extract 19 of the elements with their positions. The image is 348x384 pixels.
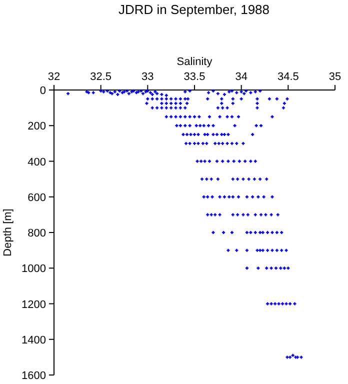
y-tick-label: 1400 [22, 334, 46, 346]
y-tick-label: 1000 [22, 263, 46, 276]
y-tick-label: 1600 [22, 370, 46, 382]
x-axis-title: Salinity [176, 56, 213, 68]
x-tick-label: 33 [142, 71, 154, 83]
x-tick-label: 33.5 [184, 71, 206, 83]
x-tick-label: 34.5 [277, 71, 299, 83]
x-tick-label: 32 [48, 71, 60, 83]
x-tick-label: 34 [235, 71, 248, 83]
y-tick-label: 800 [28, 228, 46, 240]
x-tick-label: 35 [328, 71, 342, 83]
chart-title: JDRD in September, 1988 [118, 2, 270, 17]
y-tick-label: 0 [40, 85, 46, 97]
y-tick-label: 200 [28, 120, 46, 133]
y-tick-label: 400 [28, 156, 46, 168]
x-tick-label: 32.5 [90, 71, 112, 83]
y-tick-label: 1200 [22, 298, 46, 311]
y-tick-label: 600 [28, 192, 46, 204]
y-axis-title: Depth [m] [2, 208, 14, 256]
